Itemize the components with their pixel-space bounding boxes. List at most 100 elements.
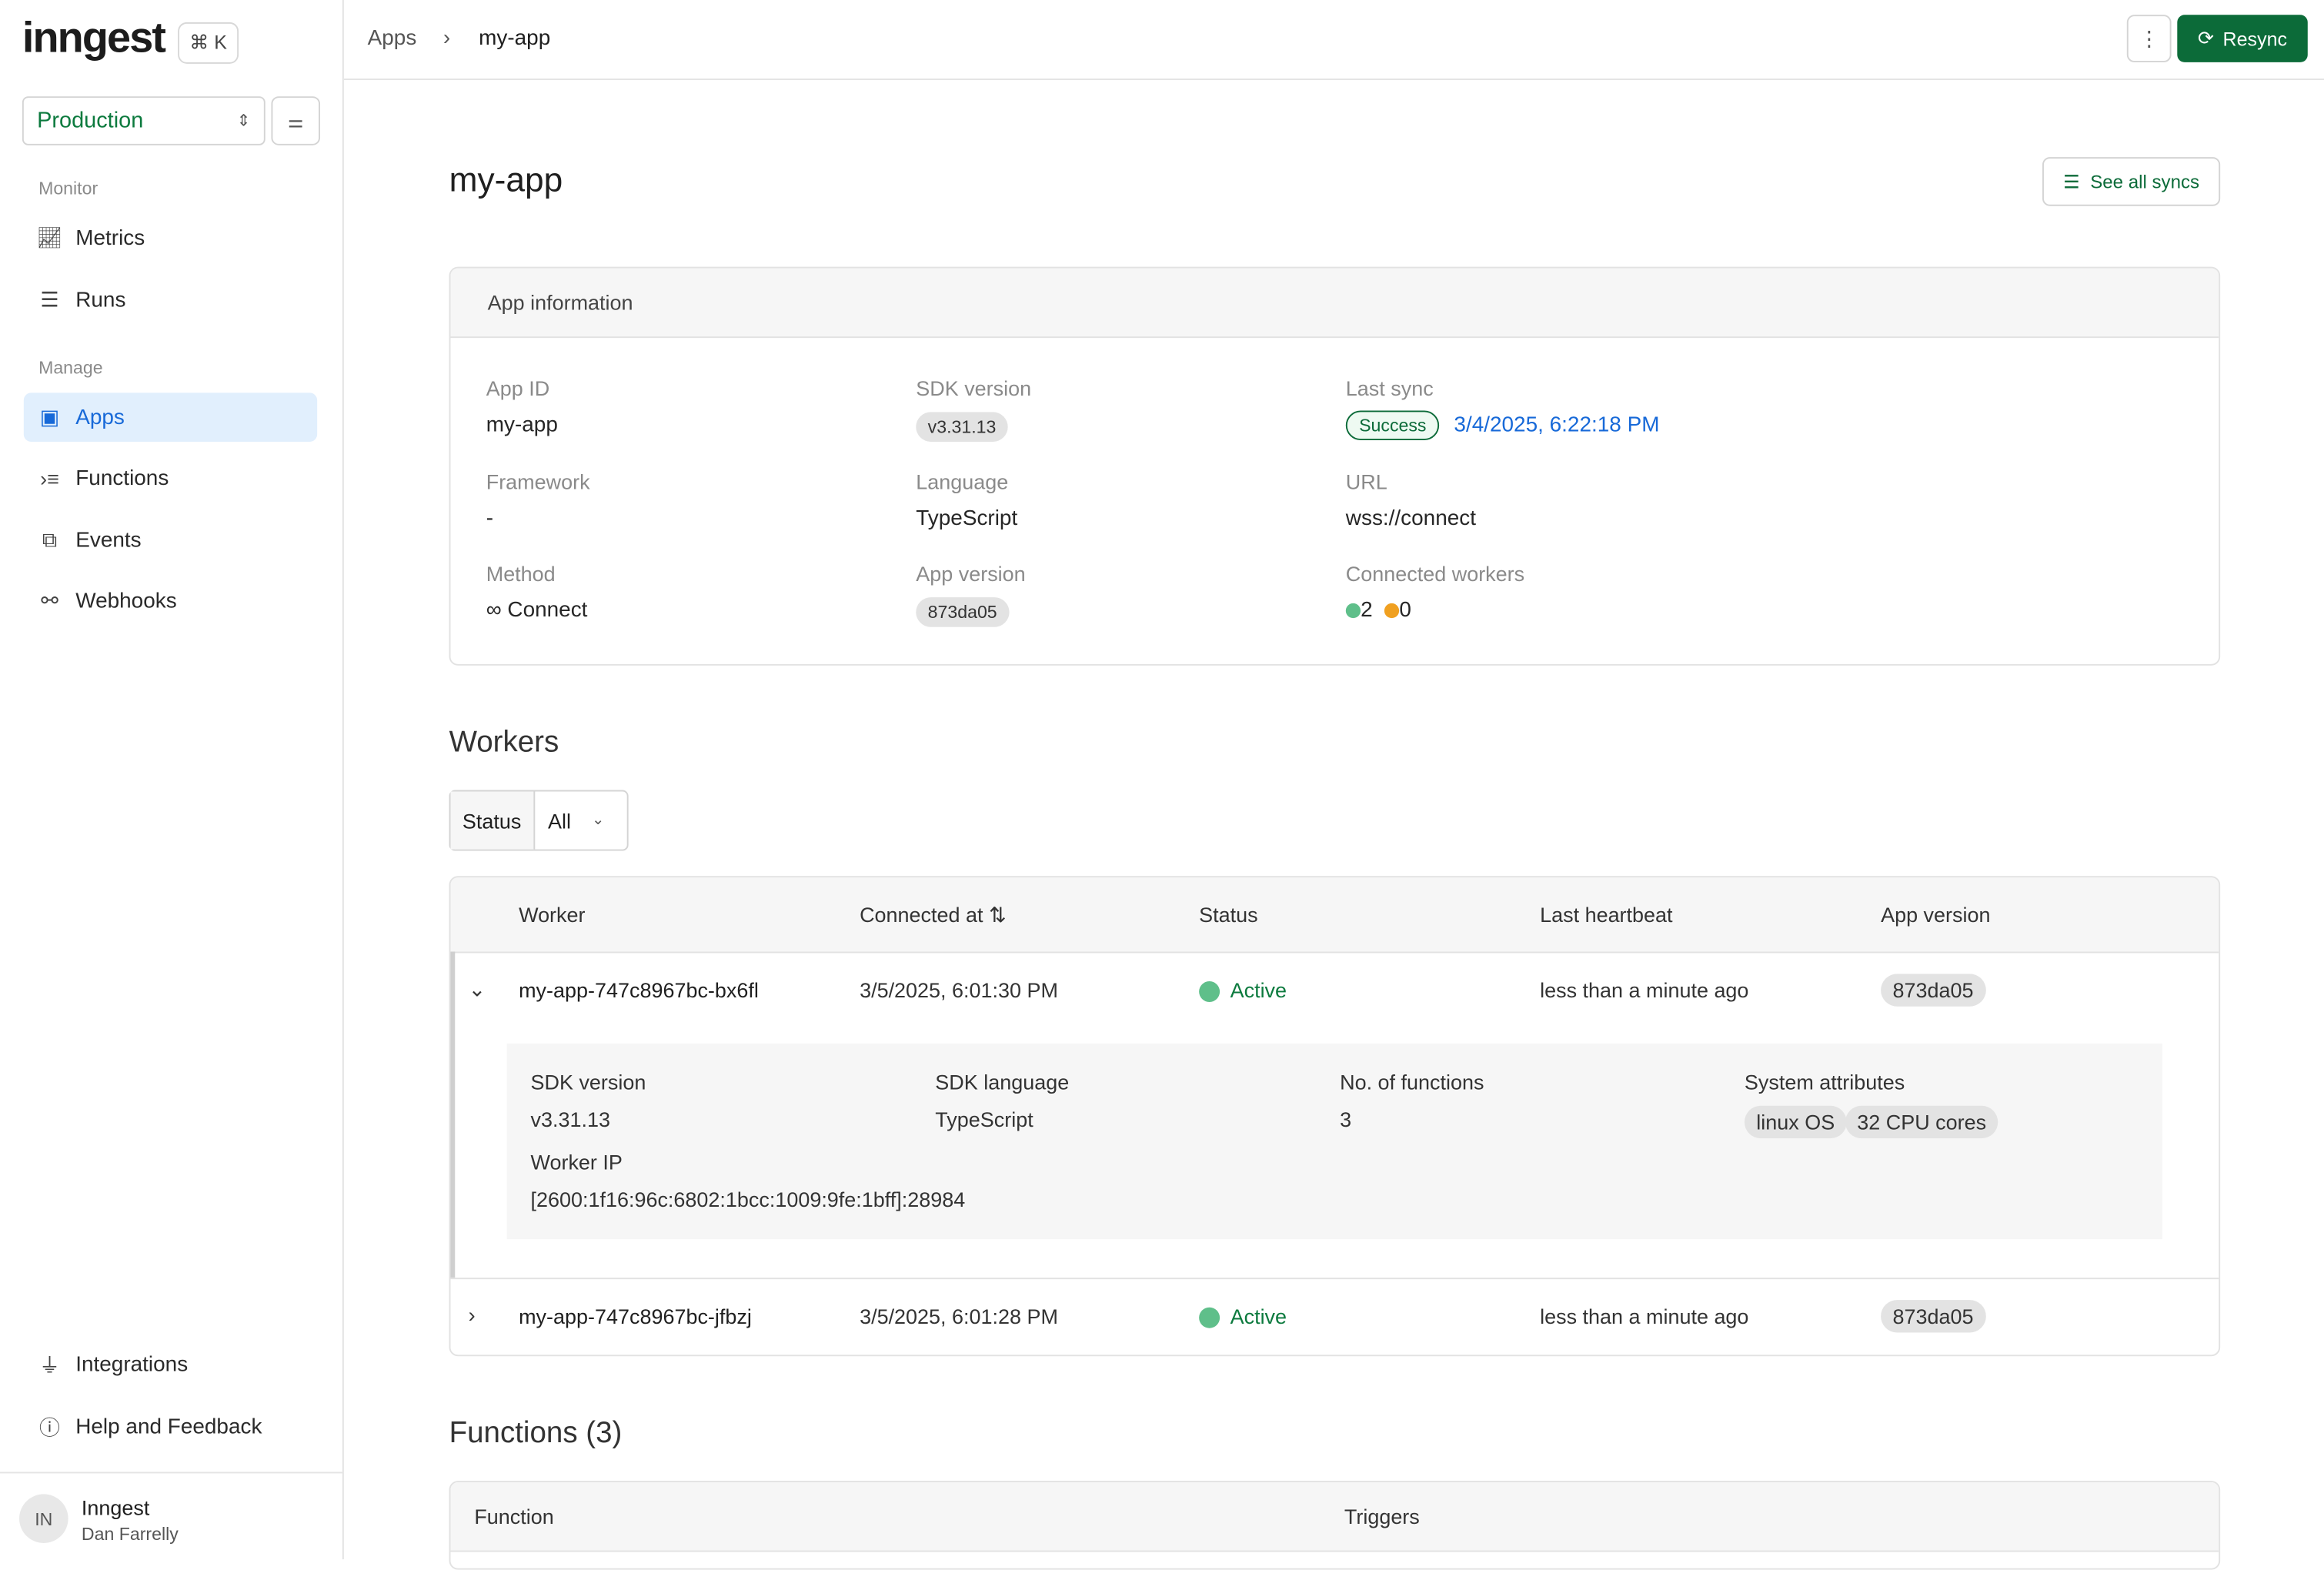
- inactive-dot-icon: [1384, 603, 1400, 619]
- last-heartbeat: less than a minute ago: [1540, 978, 1749, 1002]
- chevron-right-icon[interactable]: ›: [468, 1302, 476, 1327]
- functions-icon: ›≡: [40, 466, 59, 490]
- chevron-down-icon: ⌄: [591, 812, 605, 829]
- worker-details: SDK version v3.31.13 SDK language TypeSc…: [506, 1043, 2163, 1240]
- filter-value: All: [548, 808, 572, 833]
- last-sync-link[interactable]: 3/4/2025, 6:22:18 PM: [1454, 413, 1660, 438]
- column-worker: Worker: [519, 902, 586, 927]
- sdk-language-label: SDK language: [935, 1070, 1070, 1094]
- attribute-badge: linux OS: [1744, 1105, 1847, 1139]
- environment-selector[interactable]: Production ⇕: [22, 96, 265, 145]
- more-options-button[interactable]: ⋮: [2126, 15, 2172, 62]
- active-count: 2: [1361, 599, 1373, 623]
- column-status: Status: [1199, 902, 1258, 927]
- status-dot-icon: [1199, 981, 1220, 1003]
- chevron-right-icon: ›: [442, 26, 451, 51]
- breadcrumb-current: my-app: [479, 26, 551, 51]
- app-version-badge: 873da05: [916, 597, 1010, 627]
- connected-workers-value: 2 0: [1345, 599, 1411, 623]
- chevron-down-icon[interactable]: ⌄: [468, 977, 486, 1001]
- app-information-card: App information: [449, 266, 2221, 666]
- app-version-badge: 873da05: [1881, 1300, 1985, 1333]
- sdk-version-label: SDK version: [530, 1070, 646, 1094]
- sidebar-item-label: Integrations: [75, 1352, 189, 1377]
- connected-at: 3/5/2025, 6:01:30 PM: [860, 978, 1058, 1002]
- column-triggers: Triggers: [1344, 1504, 1420, 1528]
- expanded-row-marker: [450, 951, 456, 1278]
- sidebar-item-integrations[interactable]: ⏚ Integrations: [24, 1340, 317, 1389]
- sliders-icon: ⚌: [287, 110, 304, 132]
- sdk-version-label: SDK version: [916, 376, 1032, 401]
- sidebar-item-label: Help and Feedback: [75, 1415, 262, 1439]
- inactive-count: 0: [1399, 599, 1411, 623]
- sidebar-item-apps[interactable]: ▣ Apps: [23, 392, 318, 442]
- sidebar-item-label: Runs: [75, 288, 126, 312]
- url-value: wss://connect: [1345, 506, 1476, 531]
- sidebar-item-webhooks[interactable]: ⚯ Webhooks: [24, 576, 317, 626]
- column-label: Connected at: [860, 902, 983, 927]
- url-label: URL: [1345, 469, 1387, 494]
- resync-label: Resync: [2222, 27, 2288, 50]
- breadcrumb-apps[interactable]: Apps: [367, 26, 417, 51]
- last-sync-label: Last sync: [1345, 376, 1434, 401]
- runs-icon: ☰: [40, 287, 59, 312]
- table-row[interactable]: › my-app-747c8967bc-jfbzj 3/5/2025, 6:01…: [450, 1278, 2219, 1355]
- help-icon: ⓘ: [39, 1415, 61, 1439]
- chart-line-icon: 📈︎: [36, 225, 63, 249]
- top-bar: [343, 0, 2324, 81]
- attribute-badge: 32 CPU cores: [1845, 1105, 1998, 1139]
- see-all-syncs-button[interactable]: ☰ See all syncs: [2042, 157, 2221, 206]
- worker-name: my-app-747c8967bc-jfbzj: [519, 1304, 752, 1328]
- plug-icon: ⏚: [39, 1352, 61, 1377]
- column-function: Function: [474, 1504, 554, 1528]
- resync-button[interactable]: ⟳ Resync: [2177, 15, 2308, 62]
- system-attributes-label: System attributes: [1744, 1070, 1905, 1094]
- environment-settings-button[interactable]: ⚌: [271, 96, 321, 145]
- app-id-label: App ID: [486, 376, 550, 401]
- sidebar-item-label: Events: [75, 528, 142, 553]
- sidebar-item-functions[interactable]: ›≡ Functions: [24, 453, 317, 503]
- environment-label: Production: [37, 108, 144, 134]
- sidebar-item-label: Metrics: [75, 225, 145, 250]
- table-header: Function Triggers: [450, 1482, 2219, 1552]
- sidebar-item-label: Apps: [75, 405, 125, 429]
- sdk-version-value: v3.31.13: [530, 1107, 610, 1131]
- sdk-version-badge: v3.31.13: [916, 412, 1008, 442]
- method-text: Connect: [507, 599, 588, 623]
- chevron-up-down-icon: ⇕: [236, 112, 251, 131]
- sidebar-item-metrics[interactable]: 📈︎ Metrics: [24, 213, 317, 262]
- language-value: TypeScript: [916, 506, 1018, 531]
- page-title: my-app: [449, 160, 563, 199]
- framework-label: Framework: [486, 469, 590, 494]
- status-text: Active: [1230, 1304, 1287, 1328]
- table-row[interactable]: ⌄ my-app-747c8967bc-bx6fl 3/5/2025, 6:01…: [451, 953, 2219, 1279]
- avatar[interactable]: IN: [19, 1494, 68, 1543]
- user-menu[interactable]: [0, 1471, 342, 1562]
- column-app-version: App version: [1881, 902, 1991, 927]
- status-dot-icon: [1199, 1308, 1220, 1329]
- sidebar-item-help[interactable]: ⓘ Help and Feedback: [24, 1402, 317, 1451]
- sdk-language-value: TypeScript: [935, 1107, 1033, 1131]
- sort-icon[interactable]: ⇅: [989, 902, 1007, 927]
- functions-heading: Functions (3): [449, 1417, 623, 1450]
- functions-count-value: 3: [1340, 1107, 1352, 1131]
- sidebar-item-events[interactable]: ⧉ Events: [24, 516, 317, 565]
- inngest-logo[interactable]: inngest: [22, 15, 166, 62]
- method-value: ∞ Connect: [486, 599, 588, 623]
- sidebar: inngest ⌘ K Production ⇕ ⚌ Monitor 📈︎ Metr…: [0, 0, 344, 1562]
- command-palette-button[interactable]: ⌘ K: [178, 22, 239, 64]
- app-version-label: App version: [916, 561, 1026, 586]
- refresh-icon: ⟳: [2197, 26, 2214, 49]
- status: Active: [1199, 978, 1287, 1003]
- infinity-icon: ∞: [486, 599, 502, 623]
- status-filter[interactable]: Status All ⌄: [449, 790, 629, 851]
- worker-name: my-app-747c8967bc-bx6fl: [519, 978, 759, 1002]
- workers-heading: Workers: [449, 726, 559, 760]
- app-version-badge: 873da05: [1881, 974, 1985, 1007]
- worker-ip-label: Worker IP: [530, 1150, 623, 1174]
- section-manage: Manage: [38, 357, 103, 379]
- column-connected-at[interactable]: Connected at ⇅: [860, 903, 1007, 928]
- sync-status-badge: Success: [1345, 410, 1440, 441]
- sidebar-item-runs[interactable]: ☰ Runs: [24, 276, 317, 325]
- webhook-icon: ⚯: [41, 588, 58, 613]
